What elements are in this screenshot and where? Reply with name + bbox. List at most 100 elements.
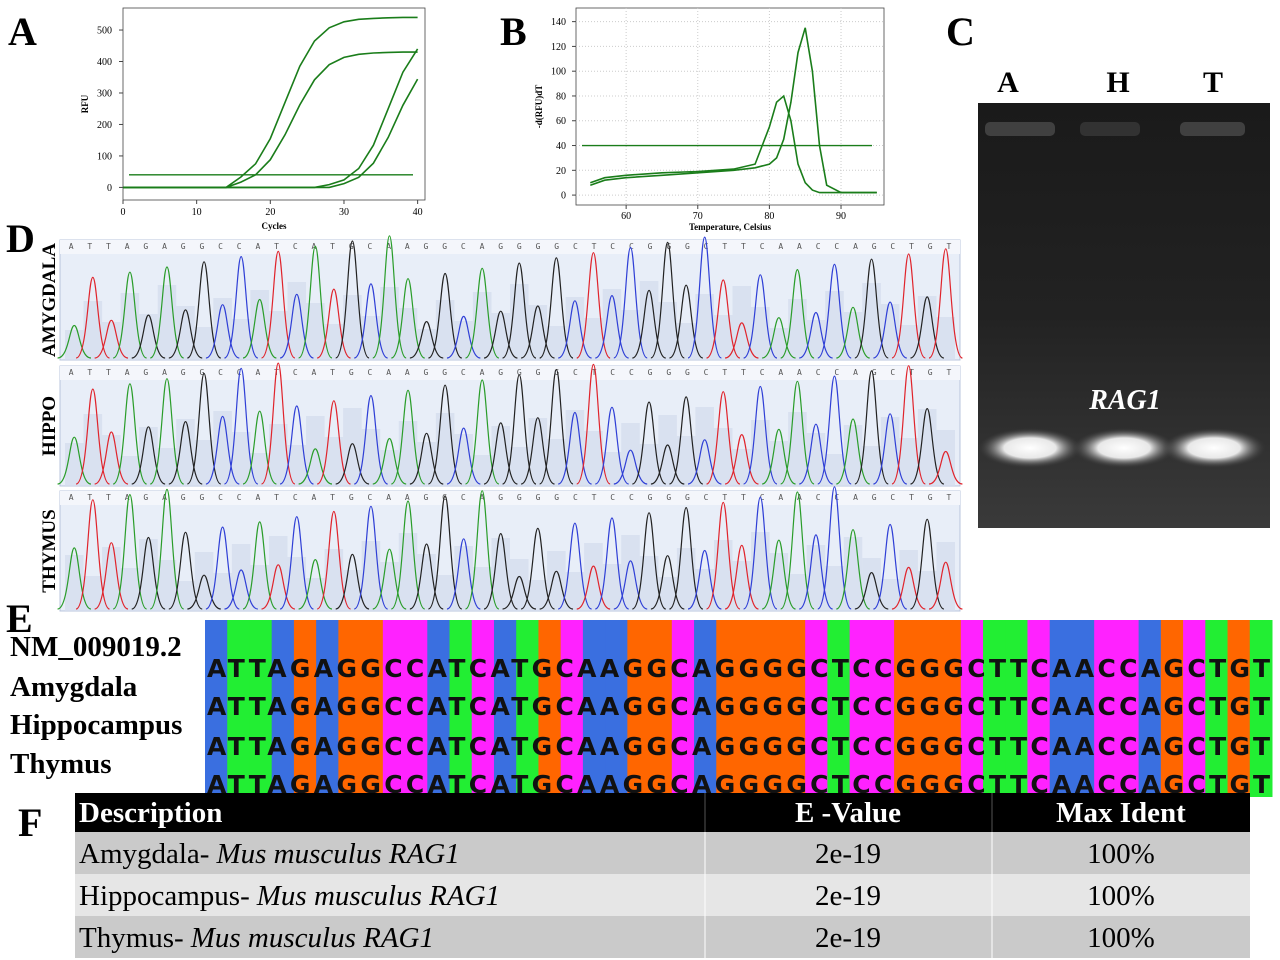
quality-bar: [510, 284, 529, 360]
peak: [372, 235, 407, 359]
quality-bar: [899, 550, 918, 611]
quality-bar: [231, 544, 251, 611]
peak: [613, 449, 648, 485]
quality-bar: [917, 409, 937, 486]
peak: [316, 288, 351, 359]
quality-bar: [936, 317, 955, 360]
base-column: [405, 620, 428, 797]
quality-bar: [343, 408, 362, 486]
quality-bar: [83, 576, 103, 611]
quality-bar: [621, 423, 640, 486]
peak: [780, 380, 815, 485]
base-column: [782, 620, 806, 797]
base-column: [538, 620, 562, 797]
panel-labels: A B C D E F: [6, 9, 975, 845]
peak: [409, 432, 444, 485]
peak: [576, 565, 611, 610]
panel-label: E: [6, 596, 33, 641]
trace: ATTAGAGGCCATCATGCAAGGCAGGGGCTCCGGGCTTCAA…: [39, 362, 963, 487]
quality-bar: [899, 438, 918, 486]
peak: [613, 246, 648, 359]
quality-bar: [713, 540, 733, 611]
alignment: NM_009019.2 ATTAGAGGCCATCATGCAAGGCAGGGGCT…: [10, 620, 1273, 799]
quality-bar: [880, 579, 900, 611]
y-tick-label: 80: [556, 91, 566, 102]
y-tick-label: 300: [97, 88, 112, 99]
peak: [520, 417, 555, 485]
quality-bar: [435, 413, 455, 486]
quality-bar: [398, 308, 418, 360]
base-column: [1049, 620, 1073, 797]
y-tick-label: 60: [556, 116, 566, 127]
y-tick-label: 100: [551, 67, 566, 78]
peak: [391, 278, 426, 359]
peak: [576, 363, 611, 485]
quality-bar: [324, 437, 344, 486]
base-column: [338, 620, 362, 797]
peak: [94, 431, 129, 485]
peak: [186, 261, 222, 359]
peak: [205, 304, 240, 359]
quality-bar: [936, 430, 955, 486]
peak: [168, 531, 203, 610]
peak: [891, 365, 926, 485]
base-column: [205, 620, 228, 797]
quality-bar: [176, 306, 195, 360]
base-column: [1227, 620, 1251, 797]
peak: [557, 411, 592, 485]
x-tick-label: 0: [121, 207, 126, 218]
species: Mus musculus RAG1: [190, 922, 434, 954]
peak: [761, 539, 796, 610]
peak: [520, 527, 555, 610]
peak: [149, 488, 185, 610]
quality-bar: [361, 316, 381, 360]
panel-label: C: [946, 9, 975, 54]
charts: 0 100 200 300 400 500 0 10 20 30 40 Cycles RFU 0 20 40 6…: [80, 7, 885, 232]
quality-bar: [250, 453, 269, 486]
quality-bar: [176, 419, 195, 486]
quality-bar: [547, 326, 566, 360]
tissue: Amygdala-: [79, 838, 209, 870]
base-column: [871, 620, 895, 797]
quality-bar: [194, 327, 214, 360]
quality-bar: [602, 564, 622, 611]
quality-bar: [510, 559, 529, 611]
peak: [409, 543, 444, 610]
y-tick-label: 400: [97, 57, 112, 68]
quality-bar: [788, 299, 807, 360]
quality-bar: [695, 569, 714, 611]
peak: [446, 538, 481, 610]
peak: [632, 401, 667, 485]
peak: [242, 410, 277, 485]
description-cell: Amygdala- Mus musculus RAG1: [79, 838, 460, 870]
quality-bar: [472, 455, 492, 486]
peak: [539, 368, 574, 485]
quality-bar: [213, 573, 232, 611]
y-tick-label: 140: [551, 17, 566, 28]
x-axis-label: Cycles: [262, 221, 287, 231]
quality-bar: [565, 410, 585, 486]
quality-bar: [788, 574, 807, 611]
peak: [131, 314, 166, 359]
curve: [590, 27, 877, 194]
peak: [780, 268, 815, 359]
lane-label: A: [997, 66, 1019, 99]
peak: [724, 544, 759, 610]
table-row-bg: [75, 832, 1250, 874]
peak: [223, 367, 259, 485]
peak: [390, 389, 426, 485]
peak: [873, 413, 908, 485]
well: [1080, 122, 1140, 136]
quality-bar: [324, 324, 344, 360]
peak: [687, 549, 722, 610]
peak: [428, 272, 463, 359]
base-column: [627, 620, 651, 797]
peak: [279, 516, 315, 610]
quality-bar: [287, 557, 307, 611]
peak: [650, 444, 685, 485]
base-column: [1205, 620, 1229, 797]
tissue: Hippocampus-: [79, 880, 250, 912]
base-column: [960, 620, 984, 797]
peak: [705, 391, 741, 485]
quality-bar: [676, 436, 696, 486]
